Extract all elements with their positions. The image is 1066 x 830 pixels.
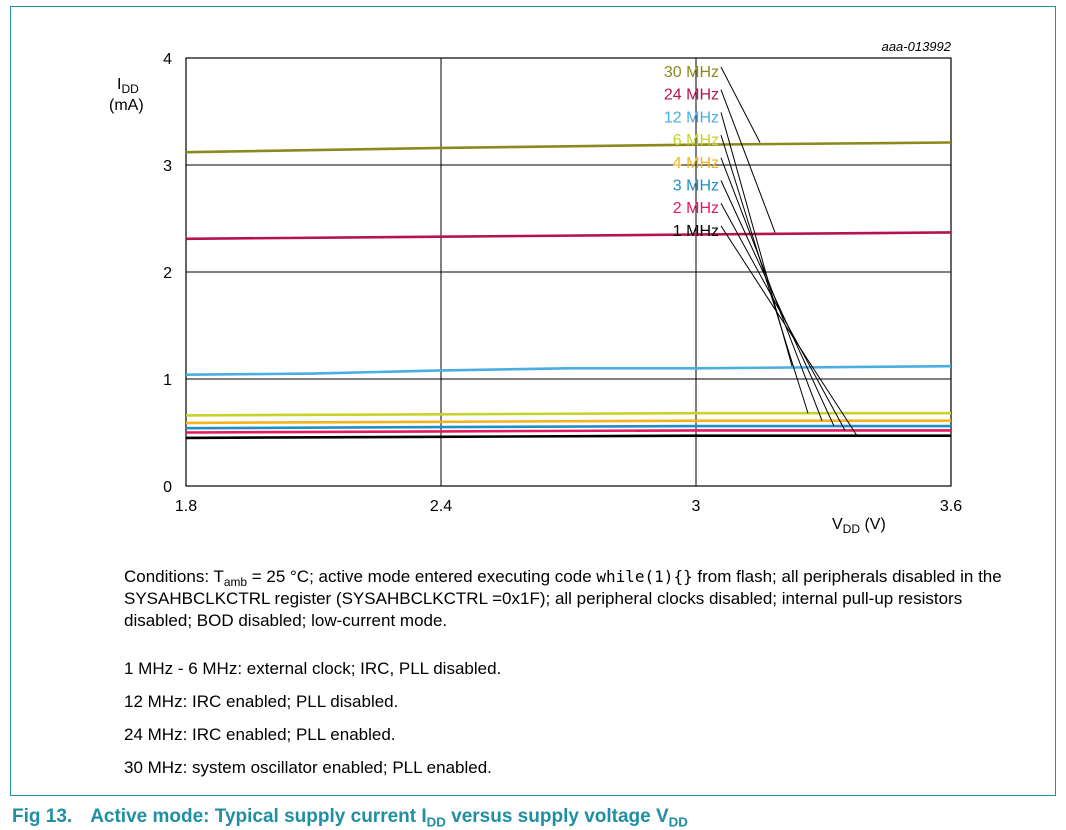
conditions-text-post: from flash; all peripherals disabled in …: [124, 567, 1002, 630]
caption-sub-2: DD: [668, 814, 688, 830]
series-line: [185, 424, 951, 430]
plot-frame: [185, 57, 952, 487]
legend-label: 1 MHz: [673, 223, 719, 240]
legend-label: 6 MHz: [673, 132, 719, 149]
leader-line: [720, 225, 858, 436]
figure-caption: Fig 13. Active mode: Typical supply curre…: [12, 806, 688, 830]
x-tick-label: 1.8: [175, 498, 197, 515]
legend-label: 4 MHz: [673, 155, 719, 172]
chart: 0 1 2 3 4 1.8 2.4 3 3.6 IDD(mA) VDD (V) aaa-013992 3…: [109, 39, 962, 536]
series-line: [185, 411, 951, 417]
caption-sub: DD: [426, 814, 446, 830]
y-tick-label: 1: [163, 372, 172, 389]
series-line: [185, 434, 951, 440]
y-axis-unit: (mA): [109, 97, 144, 114]
conditions-text: Conditions: T: [124, 567, 224, 586]
y-tick-label: 3: [163, 158, 172, 175]
legend-label: 3 MHz: [673, 178, 719, 195]
series-line: [185, 419, 951, 425]
note-line: 30 MHz: system oscillator enabled; PLL e…: [124, 758, 492, 777]
x-tick-label: 3: [692, 498, 701, 515]
series-line: [185, 429, 951, 434]
y-tick-label: 2: [163, 265, 172, 282]
conditions-note: Conditions: Tamb = 25 °C; active mode en…: [124, 566, 1024, 632]
y-axis-label: IDD: [117, 76, 139, 96]
legend-label: 2 MHz: [673, 200, 719, 217]
series-line: [185, 231, 952, 241]
figure-number: Fig 13.: [12, 806, 73, 827]
caption-text: Active mode: Typical supply current I: [90, 806, 427, 827]
leader-line: [720, 66, 761, 143]
series-line: [185, 364, 952, 376]
y-tick-label: 0: [163, 479, 172, 496]
note-line: 12 MHz: IRC enabled; PLL disabled.: [124, 692, 399, 711]
legend-label: 12 MHz: [664, 109, 719, 126]
note-line: 1 MHz - 6 MHz: external clock; IRC, PLL …: [124, 659, 502, 678]
x-axis-label: VDD (V): [832, 516, 886, 536]
code-snippet: while(1){}: [596, 567, 693, 586]
caption-text-2: versus supply voltage V: [445, 806, 669, 827]
series-line: [185, 141, 952, 154]
y-tick-label: 4: [163, 51, 172, 68]
legend-label: 30 MHz: [664, 64, 719, 81]
leader-line: [720, 202, 846, 431]
figure-frame: [10, 6, 1056, 796]
note-line: 24 MHz: IRC enabled; PLL enabled.: [124, 725, 396, 744]
leader-line: [720, 180, 835, 427]
x-tick-label: 2.4: [430, 498, 452, 515]
legend-label: 24 MHz: [664, 87, 719, 104]
conditions-sub: amb: [223, 575, 247, 590]
x-tick-label: 3.6: [940, 498, 962, 515]
leader-line: [720, 89, 776, 233]
figure-id: aaa-013992: [882, 39, 952, 54]
conditions-text-mid: = 25 °C; active mode entered executing c…: [247, 567, 597, 586]
